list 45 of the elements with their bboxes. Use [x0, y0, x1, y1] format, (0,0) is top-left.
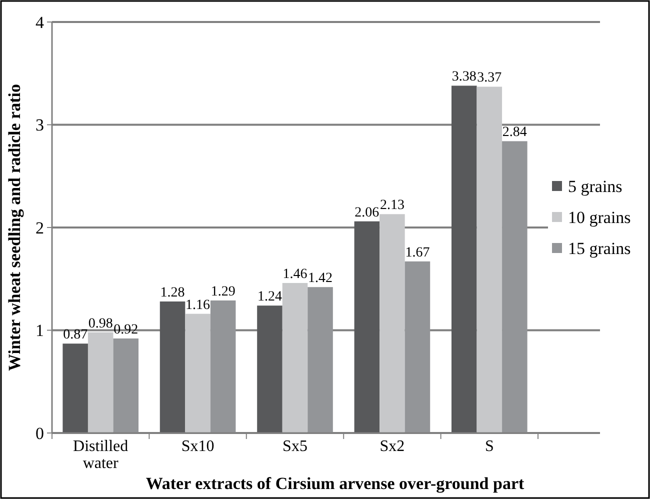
data-label: 1.16	[186, 298, 210, 313]
bar	[404, 261, 430, 433]
data-label: 1.29	[210, 284, 236, 300]
bar	[476, 86, 502, 433]
bar	[160, 301, 186, 433]
data-label: 1.24	[257, 290, 282, 305]
x-tick-label: Sx5	[282, 438, 308, 455]
data-label: 2.06	[354, 205, 380, 220]
bar	[354, 221, 380, 433]
data-label: 1.46	[282, 266, 308, 282]
x-tick-label: Sx2	[380, 438, 405, 455]
x-tick-label: Distilled water	[73, 438, 128, 472]
bar	[502, 141, 528, 433]
bar	[62, 344, 88, 433]
bar	[451, 86, 477, 433]
data-label: 1.67	[405, 245, 430, 260]
data-label: 3.37	[477, 70, 502, 86]
y-tick-label: 3	[36, 116, 44, 135]
data-label: 0.87	[63, 328, 88, 343]
data-label: 2.13	[380, 198, 404, 214]
legend-label: 10 grains	[568, 208, 631, 227]
y-tick-label: 2	[36, 218, 44, 238]
data-label: 0.98	[88, 316, 113, 332]
data-label: 2.84	[502, 125, 527, 140]
legend-label: 5 grains	[568, 176, 622, 196]
y-tick-label: 0	[36, 424, 44, 443]
bar	[88, 332, 114, 433]
y-tick-label: 4	[36, 12, 44, 32]
bar	[113, 338, 139, 433]
bar	[210, 300, 236, 433]
y-tick-label: 1	[36, 321, 44, 340]
legend-label: 15 grains	[568, 238, 631, 258]
x-tick-label: Sx10	[181, 438, 214, 455]
y-axis-title: Winter wheat seedling and radicle ratio	[5, 84, 24, 371]
bar	[282, 282, 308, 433]
data-label: 1.28	[160, 285, 185, 300]
data-label: 1.42	[308, 271, 333, 286]
data-label: 0.92	[114, 322, 138, 338]
data-label: 3.38	[452, 70, 476, 85]
bar	[308, 287, 333, 433]
bar	[257, 306, 282, 433]
x-axis-title: Water extracts of Cirsium arvense over-ground part	[146, 474, 524, 493]
bar	[185, 314, 210, 433]
bar	[380, 214, 405, 433]
x-tick-label: S	[484, 438, 494, 455]
